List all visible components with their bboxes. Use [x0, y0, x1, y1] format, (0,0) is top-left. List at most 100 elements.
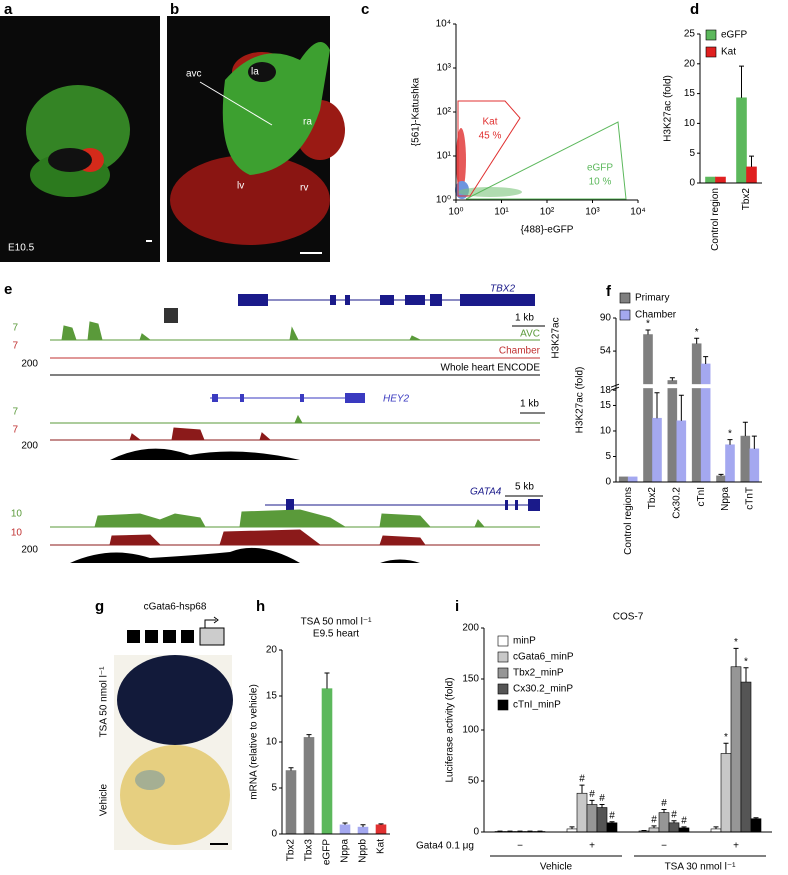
image-g — [114, 655, 233, 850]
bar — [576, 792, 588, 833]
bar — [627, 476, 638, 483]
panel-label: i — [455, 598, 459, 615]
bar — [596, 807, 608, 833]
group-label: TSA 30 nmol l⁻¹ — [665, 862, 737, 873]
error-bar — [651, 825, 657, 828]
legend-label: Cx30.2_minP — [513, 684, 573, 695]
gate-name: Kat — [482, 117, 497, 128]
significance: * — [734, 637, 738, 648]
bar — [691, 343, 702, 483]
bar — [725, 444, 735, 483]
bar — [667, 380, 678, 483]
gate-percent: 10 % — [589, 177, 612, 188]
bar — [730, 666, 742, 833]
legend-swatch — [497, 667, 509, 679]
panel-label: a — [4, 1, 13, 18]
bar — [740, 435, 751, 483]
construct-label: cGata6-hsp68 — [144, 602, 207, 613]
bar — [357, 826, 369, 835]
bar — [720, 753, 732, 833]
y-axis-label: {561}-Katushka — [411, 77, 422, 146]
error-bar — [645, 329, 651, 335]
axis-break — [610, 383, 620, 391]
significance: * — [728, 428, 732, 439]
x-tick-label: cTnI — [696, 487, 707, 506]
error-bar — [743, 667, 749, 683]
error-bar — [749, 155, 754, 167]
anatomy-label: avc — [186, 69, 202, 80]
track-label: AVC — [520, 329, 540, 340]
bar — [285, 770, 297, 835]
side-label: H3K27ac — [551, 317, 562, 358]
gate — [457, 100, 521, 197]
error-bar — [669, 377, 675, 381]
y-tick-label: 15 — [684, 88, 696, 99]
x-axis-label: {488}-eGFP — [521, 225, 574, 236]
bar — [658, 812, 670, 833]
error-bar — [753, 817, 759, 819]
anatomy-label: rv — [300, 183, 308, 194]
y-tick-label: 150 — [462, 674, 479, 685]
axis — [281, 650, 390, 835]
y-tick-label: 10 — [600, 426, 612, 437]
chart-title: TSA 50 nmol l⁻¹ — [301, 617, 373, 628]
bar — [678, 827, 690, 833]
track-max: 7 — [12, 341, 18, 352]
y-tick-label: 10 — [684, 118, 696, 129]
error-bar — [641, 829, 647, 831]
bar — [705, 176, 716, 184]
scale-bar-label: 1 kb — [520, 399, 539, 410]
panel-label: h — [256, 598, 265, 615]
bar — [339, 824, 351, 835]
axis — [699, 34, 762, 184]
axis-break — [610, 384, 762, 389]
axis — [615, 318, 762, 483]
error-bar — [609, 821, 615, 823]
track-max: 10 — [11, 509, 23, 520]
y-tick-label: 10² — [437, 107, 452, 118]
row-label: Vehicle — [99, 783, 110, 816]
axis — [483, 628, 772, 833]
y-tick-label: 10³ — [437, 63, 452, 74]
error-bar — [681, 826, 687, 828]
error-bar — [723, 742, 729, 754]
chart-subtitle: E9.5 heart — [313, 629, 359, 640]
panel-label: f — [606, 283, 612, 300]
y-tick-label: 5 — [605, 451, 611, 462]
track-max: 200 — [21, 359, 38, 370]
bar — [586, 804, 598, 833]
y-tick-label: 20 — [684, 58, 696, 69]
track-max: 200 — [21, 545, 38, 556]
y-axis-label: mRNA (relative to vehicle) — [249, 684, 260, 800]
y-tick-label: 20 — [266, 645, 278, 656]
significance: # — [651, 815, 657, 826]
bar — [606, 822, 618, 833]
bar — [746, 166, 757, 184]
significance: # — [579, 774, 585, 785]
legend-swatch — [705, 29, 717, 41]
error-bar — [306, 734, 312, 738]
image-a — [0, 16, 160, 262]
x-tick-label: 10⁴ — [630, 207, 645, 218]
significance: # — [681, 816, 687, 827]
construct-diagram — [127, 616, 225, 646]
x-tick-label: Control region — [710, 188, 721, 251]
x-tick-label: Nppb — [358, 839, 369, 863]
x-tick-label: Tbx3 — [304, 839, 315, 862]
image-b — [167, 16, 345, 262]
panel-label: d — [690, 1, 699, 18]
y-tick-label: 5 — [689, 148, 695, 159]
error-bar — [671, 820, 677, 823]
y-tick-label: 100 — [462, 725, 479, 736]
legend-swatch — [497, 651, 509, 663]
x-tick-label: Cx30.2 — [671, 487, 682, 519]
legend-swatch — [497, 635, 509, 647]
bar — [648, 827, 660, 833]
significance: # — [599, 793, 605, 804]
x-tick-label: cTnT — [744, 487, 755, 510]
error-bar — [694, 337, 700, 344]
anatomy-label: ra — [303, 117, 312, 128]
x-tick-label: 10⁰ — [448, 207, 463, 218]
y-tick-label: 5 — [271, 783, 277, 794]
bar — [715, 176, 726, 184]
